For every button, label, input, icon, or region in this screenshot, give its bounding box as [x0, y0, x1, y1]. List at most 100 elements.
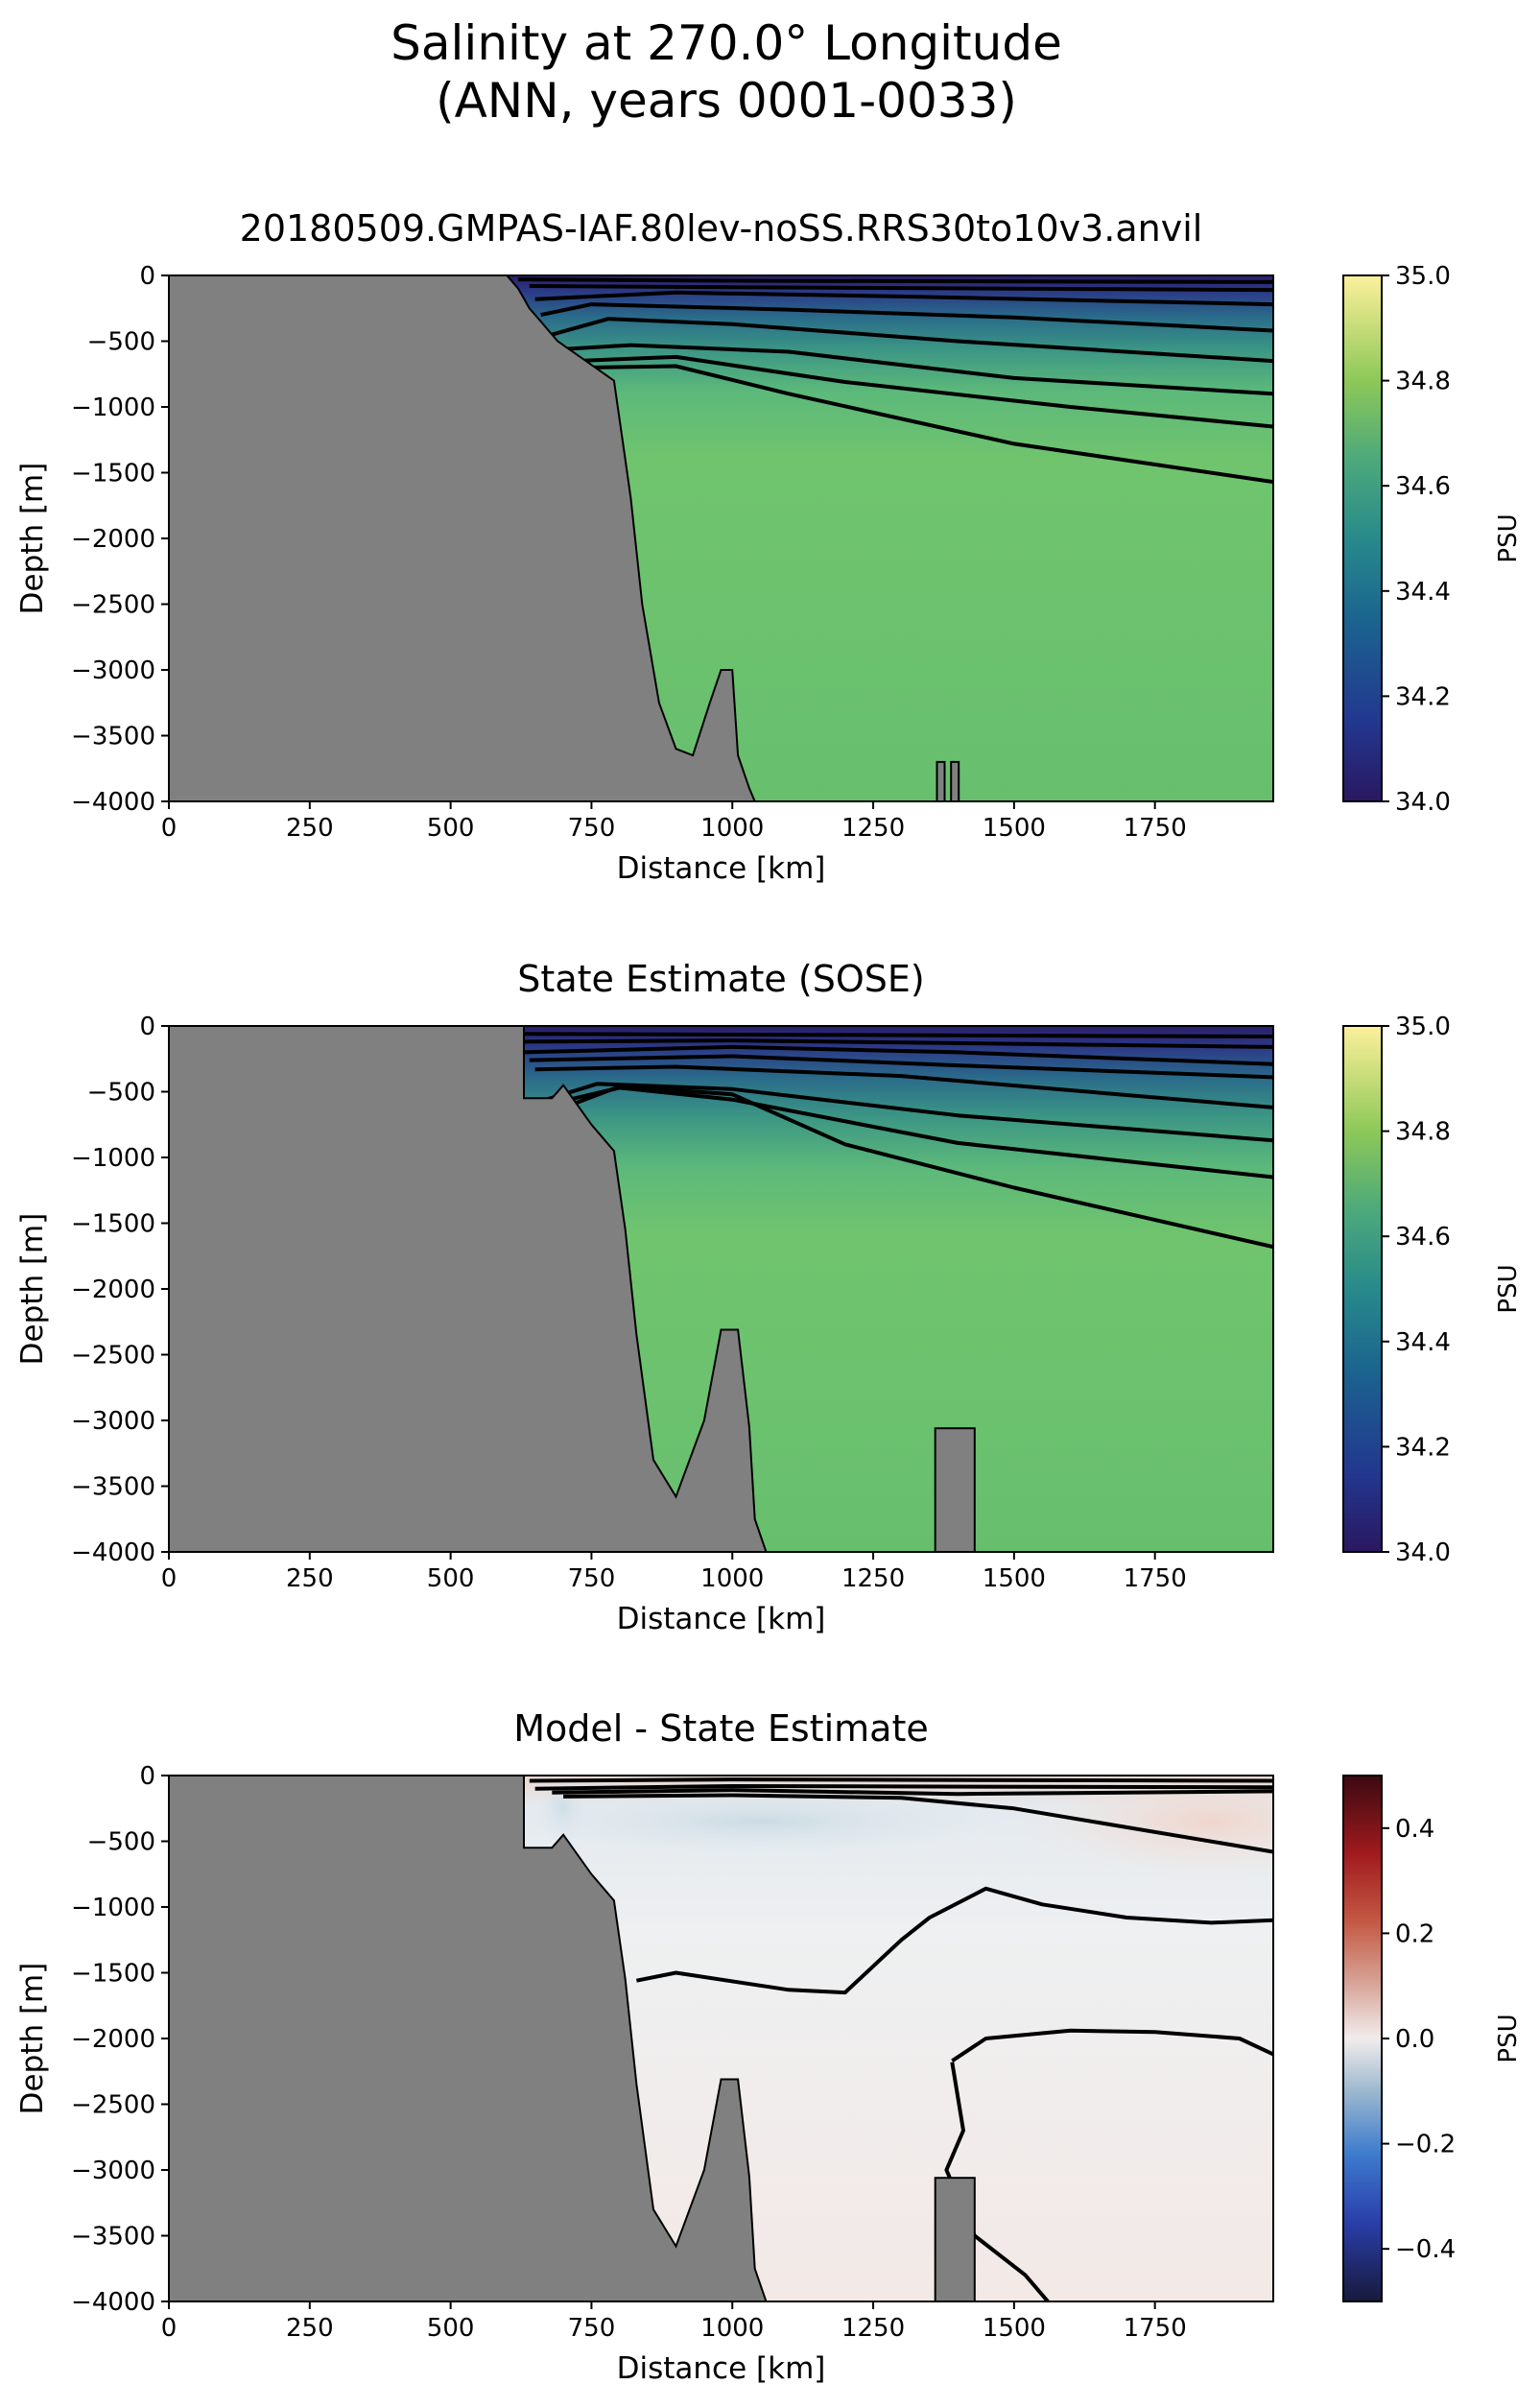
contour-line: [529, 1777, 1273, 1783]
colorbar-tick-label: 35.0: [1395, 262, 1451, 291]
colorbar: [1342, 1775, 1383, 2302]
land-mask: [169, 1026, 768, 1552]
contour-line: [563, 1793, 1273, 1854]
contour-line: [529, 1054, 1273, 1080]
x-tick-label: 0: [161, 814, 178, 843]
x-tick-label: 0: [161, 2314, 178, 2343]
seamount: [950, 760, 960, 801]
colorbar: [1342, 274, 1383, 802]
colorbar-tick-label: 0.2: [1395, 1919, 1434, 1948]
x-tick-label: 1500: [983, 2314, 1046, 2343]
contour-line: [523, 1044, 1273, 1066]
fresh-anomaly: [491, 1782, 1030, 1860]
y-tick-label: −1000: [71, 1144, 155, 1173]
x-tick-label: 500: [427, 814, 475, 843]
contour-line: [591, 364, 1273, 485]
y-tick-label: −1000: [71, 393, 155, 422]
x-axis-label: Distance [km]: [617, 1602, 826, 1636]
x-tick-label: 1500: [983, 814, 1046, 843]
colorbar-tick-label: 34.0: [1395, 1538, 1451, 1567]
model-salinity-panel: 0 250 500 750 1000 1250 1500 1750 0 −500 −1000 −150…: [15, 207, 1523, 886]
x-tick-label: 500: [427, 1564, 475, 1593]
contour-line: [529, 284, 1273, 293]
x-tick-label: 1750: [1124, 2314, 1187, 2343]
contour-line: [574, 1085, 1273, 1250]
y-tick-label: −3500: [71, 2223, 155, 2252]
colorbar-tick-label: 34.4: [1395, 578, 1451, 607]
contour-line: [636, 1886, 1273, 1995]
y-tick-label: −1500: [71, 1210, 155, 1239]
y-tick-label: −1500: [71, 460, 155, 489]
y-axis-label: Depth [m]: [15, 1963, 50, 2115]
colorbar-tick-label: 34.8: [1395, 1118, 1451, 1147]
x-axis-label: Distance [km]: [617, 851, 826, 886]
y-axis-label: Depth [m]: [15, 1213, 50, 1366]
land-mask: [169, 1776, 768, 2301]
contour-line: [534, 1064, 1273, 1109]
x-tick-label: 750: [568, 1564, 616, 1593]
y-tick-label: −2500: [71, 2091, 155, 2120]
y-tick-label: −1000: [71, 1894, 155, 1922]
contour-line: [562, 343, 1273, 396]
y-tick-label: −3500: [71, 1473, 155, 1502]
x-axis-label: Distance [km]: [617, 2351, 826, 2386]
plot-area: [169, 275, 1273, 801]
y-tick-label: −4000: [71, 2288, 155, 2317]
contour-line: [545, 1082, 1273, 1143]
panel-title: 20180509.GMPAS-IAF.80lev-noSS.RRS30to10v…: [240, 207, 1203, 250]
x-tick-label: 1500: [983, 1564, 1046, 1593]
contour-line: [523, 1038, 1273, 1049]
y-tick-label: −2500: [71, 1342, 155, 1371]
x-tick-label: 250: [286, 2314, 334, 2343]
contour-line: [552, 1788, 1273, 1797]
contour-line: [534, 290, 1273, 307]
colorbar-tick-label: 35.0: [1395, 1013, 1451, 1041]
y-tick-label: −3000: [71, 2157, 155, 2185]
contour-line: [540, 302, 1273, 333]
seamount: [934, 2177, 976, 2301]
y-tick-label: 0: [139, 1762, 155, 1791]
colorbar-tick-label: 34.2: [1395, 1433, 1451, 1462]
colorbar-tick-label: 0.0: [1395, 2025, 1434, 2054]
x-tick-label: 1750: [1124, 814, 1187, 843]
colorbar-label: PSU: [1494, 2014, 1523, 2062]
colorbar-label: PSU: [1494, 513, 1523, 562]
y-tick-label: −500: [87, 1079, 155, 1108]
x-tick-label: 750: [568, 814, 616, 843]
x-tick-label: 1000: [700, 814, 764, 843]
suptitle-line-2: (ANN, years 0001-0033): [436, 73, 1017, 129]
contour-line: [551, 317, 1273, 364]
y-axis-label: Depth [m]: [15, 463, 50, 615]
contour-line: [523, 1032, 1273, 1038]
land-mask: [169, 275, 756, 801]
colorbar-tick-label: 34.4: [1395, 1328, 1451, 1357]
x-tick-label: 1250: [841, 1564, 905, 1593]
panel-title: State Estimate (SOSE): [517, 958, 924, 1000]
x-tick-label: 1250: [841, 2314, 905, 2343]
x-tick-label: 250: [286, 1564, 334, 1593]
suptitle-line-1: Salinity at 270.0° Longitude: [391, 15, 1062, 71]
y-tick-label: −2000: [71, 2025, 155, 2054]
contour-line: [574, 354, 1273, 429]
colorbar: [1342, 1025, 1383, 1553]
y-tick-label: −500: [87, 1828, 155, 1857]
seamount: [934, 1427, 976, 1552]
y-tick-label: −1500: [71, 1960, 155, 1989]
colorbar-tick-label: 0.4: [1395, 1815, 1434, 1844]
x-tick-label: 500: [427, 2314, 475, 2343]
y-tick-label: 0: [139, 262, 155, 291]
colorbar-tick-label: 34.6: [1395, 472, 1451, 501]
contour-line: [534, 1784, 1273, 1791]
x-tick-label: 250: [286, 814, 334, 843]
seamount: [936, 760, 946, 801]
colorbar-tick-label: 34.8: [1395, 368, 1451, 396]
colorbar-label: PSU: [1494, 1264, 1523, 1313]
y-tick-label: −4000: [71, 1538, 155, 1567]
difference-panel: 0 250 500 750 1000 1250 1500 1750 0 −500 −1000 −150…: [15, 1707, 1523, 2386]
colorbar-tick-label: −0.2: [1395, 2131, 1456, 2159]
y-tick-label: −2000: [71, 525, 155, 554]
x-tick-label: 1750: [1124, 1564, 1187, 1593]
colorbar-tick-label: −0.4: [1395, 2235, 1456, 2264]
x-tick-label: 1000: [700, 1564, 764, 1593]
